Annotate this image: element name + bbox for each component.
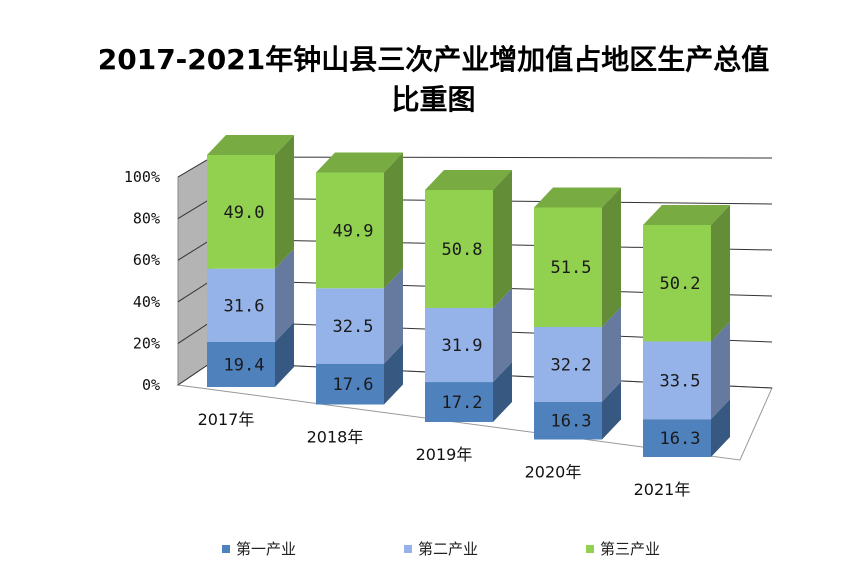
data-label: 49.9	[333, 221, 374, 241]
bar-segment	[425, 382, 493, 422]
data-label: 16.3	[551, 412, 592, 432]
bar-side	[275, 248, 294, 342]
legend-label-primary: 第一产业	[236, 540, 297, 558]
x-tick-label: 2017年	[198, 410, 255, 429]
bar-side	[275, 135, 294, 269]
x-axis-ticks: 2017年 2018年 2019年 2020年 2021年	[198, 410, 691, 499]
bar-segment	[207, 268, 275, 342]
bar-side	[384, 268, 403, 364]
data-label: 16.3	[660, 429, 701, 449]
bar-segment	[534, 207, 602, 327]
data-label: 50.8	[442, 240, 483, 260]
y-axis-ticks: 0% 20% 40% 60% 80% 100%	[124, 168, 160, 394]
side-wall	[177, 156, 213, 386]
legend-item-primary: 第一产业	[222, 538, 296, 559]
bar-side	[711, 321, 730, 420]
bar-side	[384, 152, 403, 289]
data-label: 32.2	[551, 355, 592, 375]
bar-top	[534, 187, 621, 208]
y-tick-label: 100%	[124, 168, 160, 186]
x-tick-label: 2018年	[307, 428, 364, 447]
chart-title: 2017-2021年钟山县三次产业增加值占地区生产总值 比重图	[0, 40, 867, 120]
y-tick-label: 0%	[142, 376, 160, 394]
data-label: 50.2	[660, 274, 701, 294]
bar-segment	[316, 172, 384, 289]
bar-segment	[425, 307, 493, 383]
bar-segment	[207, 155, 275, 269]
legend-swatch-secondary	[404, 544, 412, 553]
bar-side	[384, 343, 403, 405]
x-tick-label: 2019年	[416, 445, 473, 464]
bar-segment	[207, 341, 275, 387]
bar-side	[275, 321, 294, 387]
legend-label-tertiary: 第三产业	[600, 540, 661, 558]
chart-title-line1: 2017-2021年钟山县三次产业增加值占地区生产总值	[97, 43, 770, 76]
legend-item-tertiary: 第三产业	[586, 538, 660, 559]
bar-side	[493, 362, 512, 422]
bar-segment	[534, 326, 602, 402]
data-label: 17.2	[442, 393, 483, 413]
bar-top	[643, 205, 730, 225]
bar-side	[493, 287, 512, 383]
data-label: 32.5	[333, 317, 374, 337]
data-label: 33.5	[660, 371, 701, 391]
bar-side	[602, 381, 621, 440]
y-tick-label: 80%	[133, 210, 160, 228]
bar-segment	[316, 288, 384, 364]
legend-item-secondary: 第二产业	[404, 538, 478, 559]
bar-side	[493, 170, 512, 308]
bar-side	[711, 399, 730, 457]
bar-top	[316, 152, 403, 173]
bars	[207, 135, 730, 457]
x-tick-label: 2020年	[525, 463, 582, 482]
bar-segment	[316, 363, 384, 405]
bar-segment	[643, 225, 711, 342]
bar-side	[602, 306, 621, 402]
data-label: 49.0	[224, 203, 265, 223]
legend-swatch-primary	[222, 544, 230, 553]
legend-label-secondary: 第二产业	[418, 540, 479, 558]
y-tick-label: 60%	[133, 251, 160, 269]
bar-top	[425, 170, 512, 190]
data-label: 31.9	[442, 336, 483, 356]
bar-side	[602, 187, 621, 327]
bar-segment	[643, 341, 711, 420]
bar-segment	[643, 419, 711, 457]
y-tick-label: 40%	[133, 293, 160, 311]
bar-segment	[425, 190, 493, 308]
chart-title-line2: 比重图	[391, 83, 476, 116]
data-label: 51.5	[551, 258, 592, 278]
data-label: 19.4	[224, 355, 265, 375]
bar-segment	[534, 401, 602, 440]
bar-top	[207, 135, 294, 155]
data-label: 17.6	[333, 375, 374, 395]
data-label: 31.6	[224, 296, 265, 316]
legend-swatch-tertiary	[586, 544, 594, 553]
bar-side	[711, 205, 730, 342]
x-tick-label: 2021年	[634, 480, 691, 499]
y-tick-label: 20%	[133, 334, 160, 352]
data-labels: 19.4 31.6 49.0 17.6 32.5 49.9 17.2 31.9 50.8 16.3…	[224, 203, 701, 449]
